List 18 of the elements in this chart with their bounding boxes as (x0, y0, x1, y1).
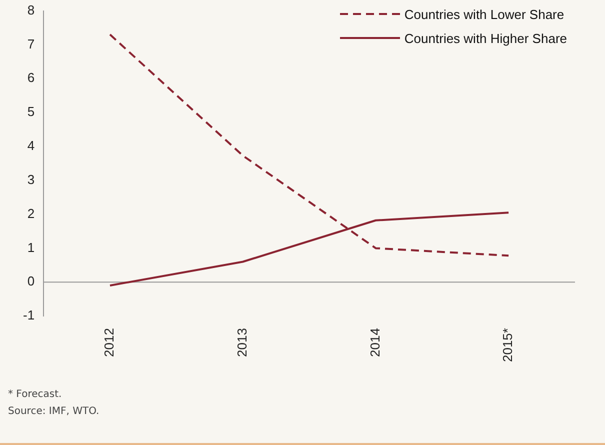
legend-label: Countries with Higher Share (404, 30, 567, 46)
y-tick-label: 2 (27, 206, 35, 221)
x-tick-label: 2012 (102, 328, 117, 357)
x-tick-label: 2015* (500, 328, 516, 362)
y-tick-label: 4 (27, 138, 35, 154)
y-tick-label: 1 (27, 240, 35, 255)
y-tick-label: 3 (27, 172, 35, 187)
y-tick-label: 5 (27, 104, 35, 120)
y-tick-label: 0 (27, 274, 35, 289)
x-tick-label: 2013 (234, 328, 250, 357)
x-tick-label: 2014 (367, 328, 382, 357)
y-tick-label: 7 (27, 36, 35, 52)
y-tick-label: 8 (27, 2, 35, 18)
y-tick-label: -1 (22, 308, 35, 323)
y-tick-label: 6 (27, 70, 35, 86)
text: * Forecast. (8, 388, 63, 402)
legend-label: Countries with Lower Share (404, 6, 564, 22)
source-note: Source: IMF, WTO. (8, 405, 100, 419)
